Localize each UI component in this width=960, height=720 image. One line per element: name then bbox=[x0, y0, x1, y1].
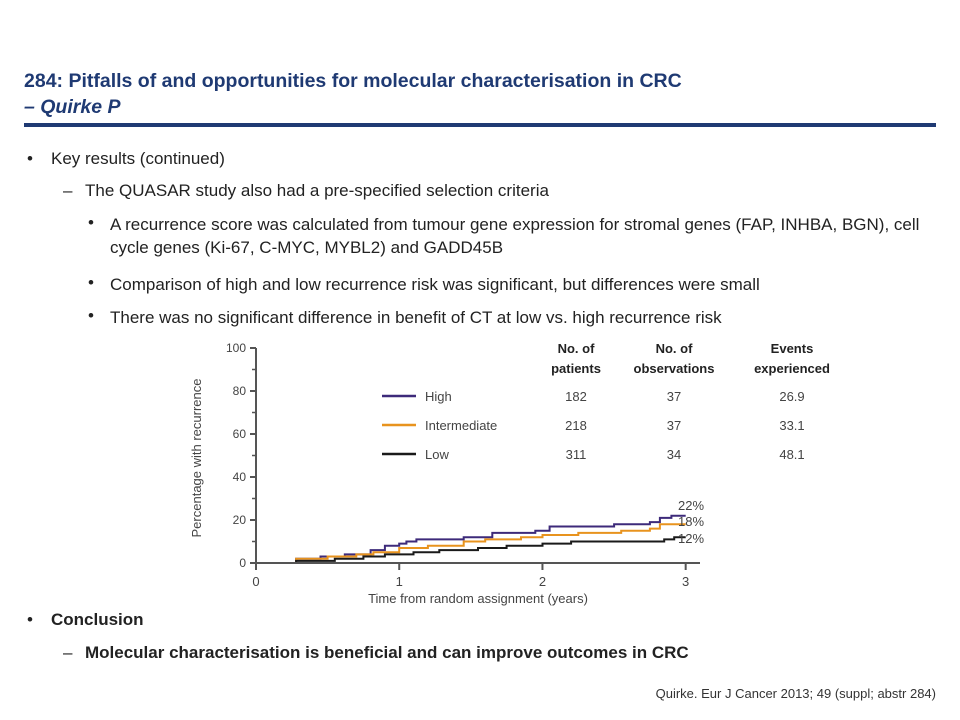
table-cell: 37 bbox=[667, 418, 681, 433]
x-tick-label: 3 bbox=[682, 574, 689, 589]
end-label-high: 22% bbox=[678, 498, 704, 513]
table-cell: 37 bbox=[667, 389, 681, 404]
y-tick-label: 80 bbox=[233, 384, 247, 398]
x-tick-label: 2 bbox=[539, 574, 546, 589]
x-tick-label: 1 bbox=[396, 574, 403, 589]
y-tick-label: 40 bbox=[233, 470, 247, 484]
bullet-text: The QUASAR study also had a pre-specifie… bbox=[85, 181, 549, 200]
bullet-text: Molecular characterisation is beneficial… bbox=[85, 643, 689, 662]
y-tick-label: 60 bbox=[233, 427, 247, 441]
dash-icon: – bbox=[63, 643, 73, 662]
bullet-text: There was no significant difference in b… bbox=[110, 308, 722, 327]
table-header: observations bbox=[634, 361, 715, 376]
table-header: Events bbox=[771, 341, 814, 356]
bullet-text: Comparison of high and low recurrence ri… bbox=[110, 275, 760, 294]
title-rule bbox=[24, 123, 936, 127]
x-tick-label: 0 bbox=[252, 574, 259, 589]
y-axis-label: Percentage with recurrence bbox=[189, 379, 204, 538]
y-tick-label: 100 bbox=[226, 341, 246, 355]
title-subtitle: – Quirke P bbox=[24, 96, 121, 118]
reference: Quirke. Eur J Cancer 2013; 49 (suppl; ab… bbox=[655, 686, 936, 701]
y-tick-label: 0 bbox=[239, 556, 246, 570]
table-cell: 26.9 bbox=[779, 389, 804, 404]
table-header: No. of bbox=[558, 341, 595, 356]
table-header: patients bbox=[551, 361, 601, 376]
y-tick-label: 20 bbox=[233, 513, 247, 527]
x-axis-label: Time from random assignment (years) bbox=[368, 591, 588, 606]
bullet-icon: • bbox=[88, 273, 94, 292]
bullet-text: Key results (continued) bbox=[51, 149, 225, 168]
end-label-low: 12% bbox=[678, 531, 704, 546]
table-cell: 218 bbox=[565, 418, 587, 433]
table-cell: 33.1 bbox=[779, 418, 804, 433]
bullet-icon: • bbox=[88, 213, 94, 232]
dash-icon: – bbox=[63, 181, 73, 200]
bullet-icon: • bbox=[27, 610, 33, 629]
bullet-text: Conclusion bbox=[51, 610, 144, 629]
series-line-intermediate bbox=[256, 523, 686, 564]
bullet-text: A recurrence score was calculated from t… bbox=[110, 215, 920, 257]
legend-label: Intermediate bbox=[425, 418, 497, 433]
legend-label: Low bbox=[425, 447, 449, 462]
table-header: experienced bbox=[754, 361, 830, 376]
table-cell: 311 bbox=[566, 447, 587, 462]
table-cell: 48.1 bbox=[779, 447, 804, 462]
table-cell: 34 bbox=[667, 447, 681, 462]
series-line-high bbox=[256, 514, 686, 564]
legend-label: High bbox=[425, 389, 452, 404]
series-line-low bbox=[256, 536, 686, 564]
bullet-icon: • bbox=[27, 149, 33, 168]
slide-title: 284: Pitfalls of and opportunities for m… bbox=[24, 68, 944, 120]
title-main: 284: Pitfalls of and opportunities for m… bbox=[24, 70, 682, 92]
end-label-intermediate: 18% bbox=[678, 514, 704, 529]
bullet-icon: • bbox=[88, 306, 94, 325]
table-header: No. of bbox=[656, 341, 693, 356]
table-cell: 182 bbox=[565, 389, 587, 404]
